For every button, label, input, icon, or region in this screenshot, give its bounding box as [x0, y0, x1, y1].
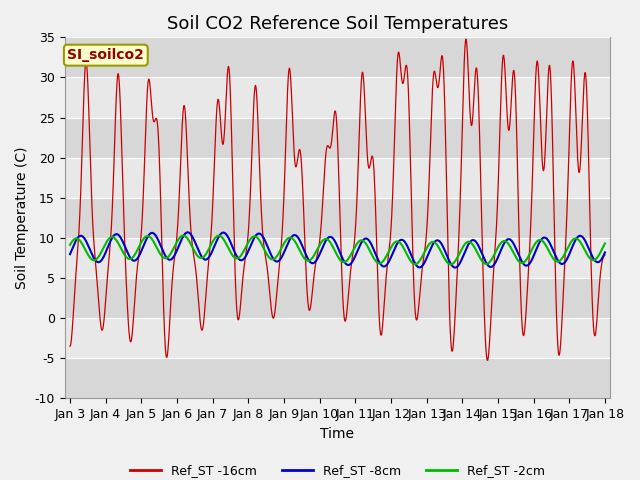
Bar	[65, 198, 611, 238]
Bar	[65, 37, 611, 77]
Bar	[65, 278, 611, 318]
X-axis label: Time: Time	[321, 427, 355, 441]
Text: SI_soilco2: SI_soilco2	[67, 48, 144, 62]
Bar	[65, 358, 611, 398]
Y-axis label: Soil Temperature (C): Soil Temperature (C)	[15, 146, 29, 289]
Title: Soil CO2 Reference Soil Temperatures: Soil CO2 Reference Soil Temperatures	[167, 15, 508, 33]
Bar	[65, 118, 611, 158]
Legend: Ref_ST -16cm, Ref_ST -8cm, Ref_ST -2cm: Ref_ST -16cm, Ref_ST -8cm, Ref_ST -2cm	[125, 459, 550, 480]
